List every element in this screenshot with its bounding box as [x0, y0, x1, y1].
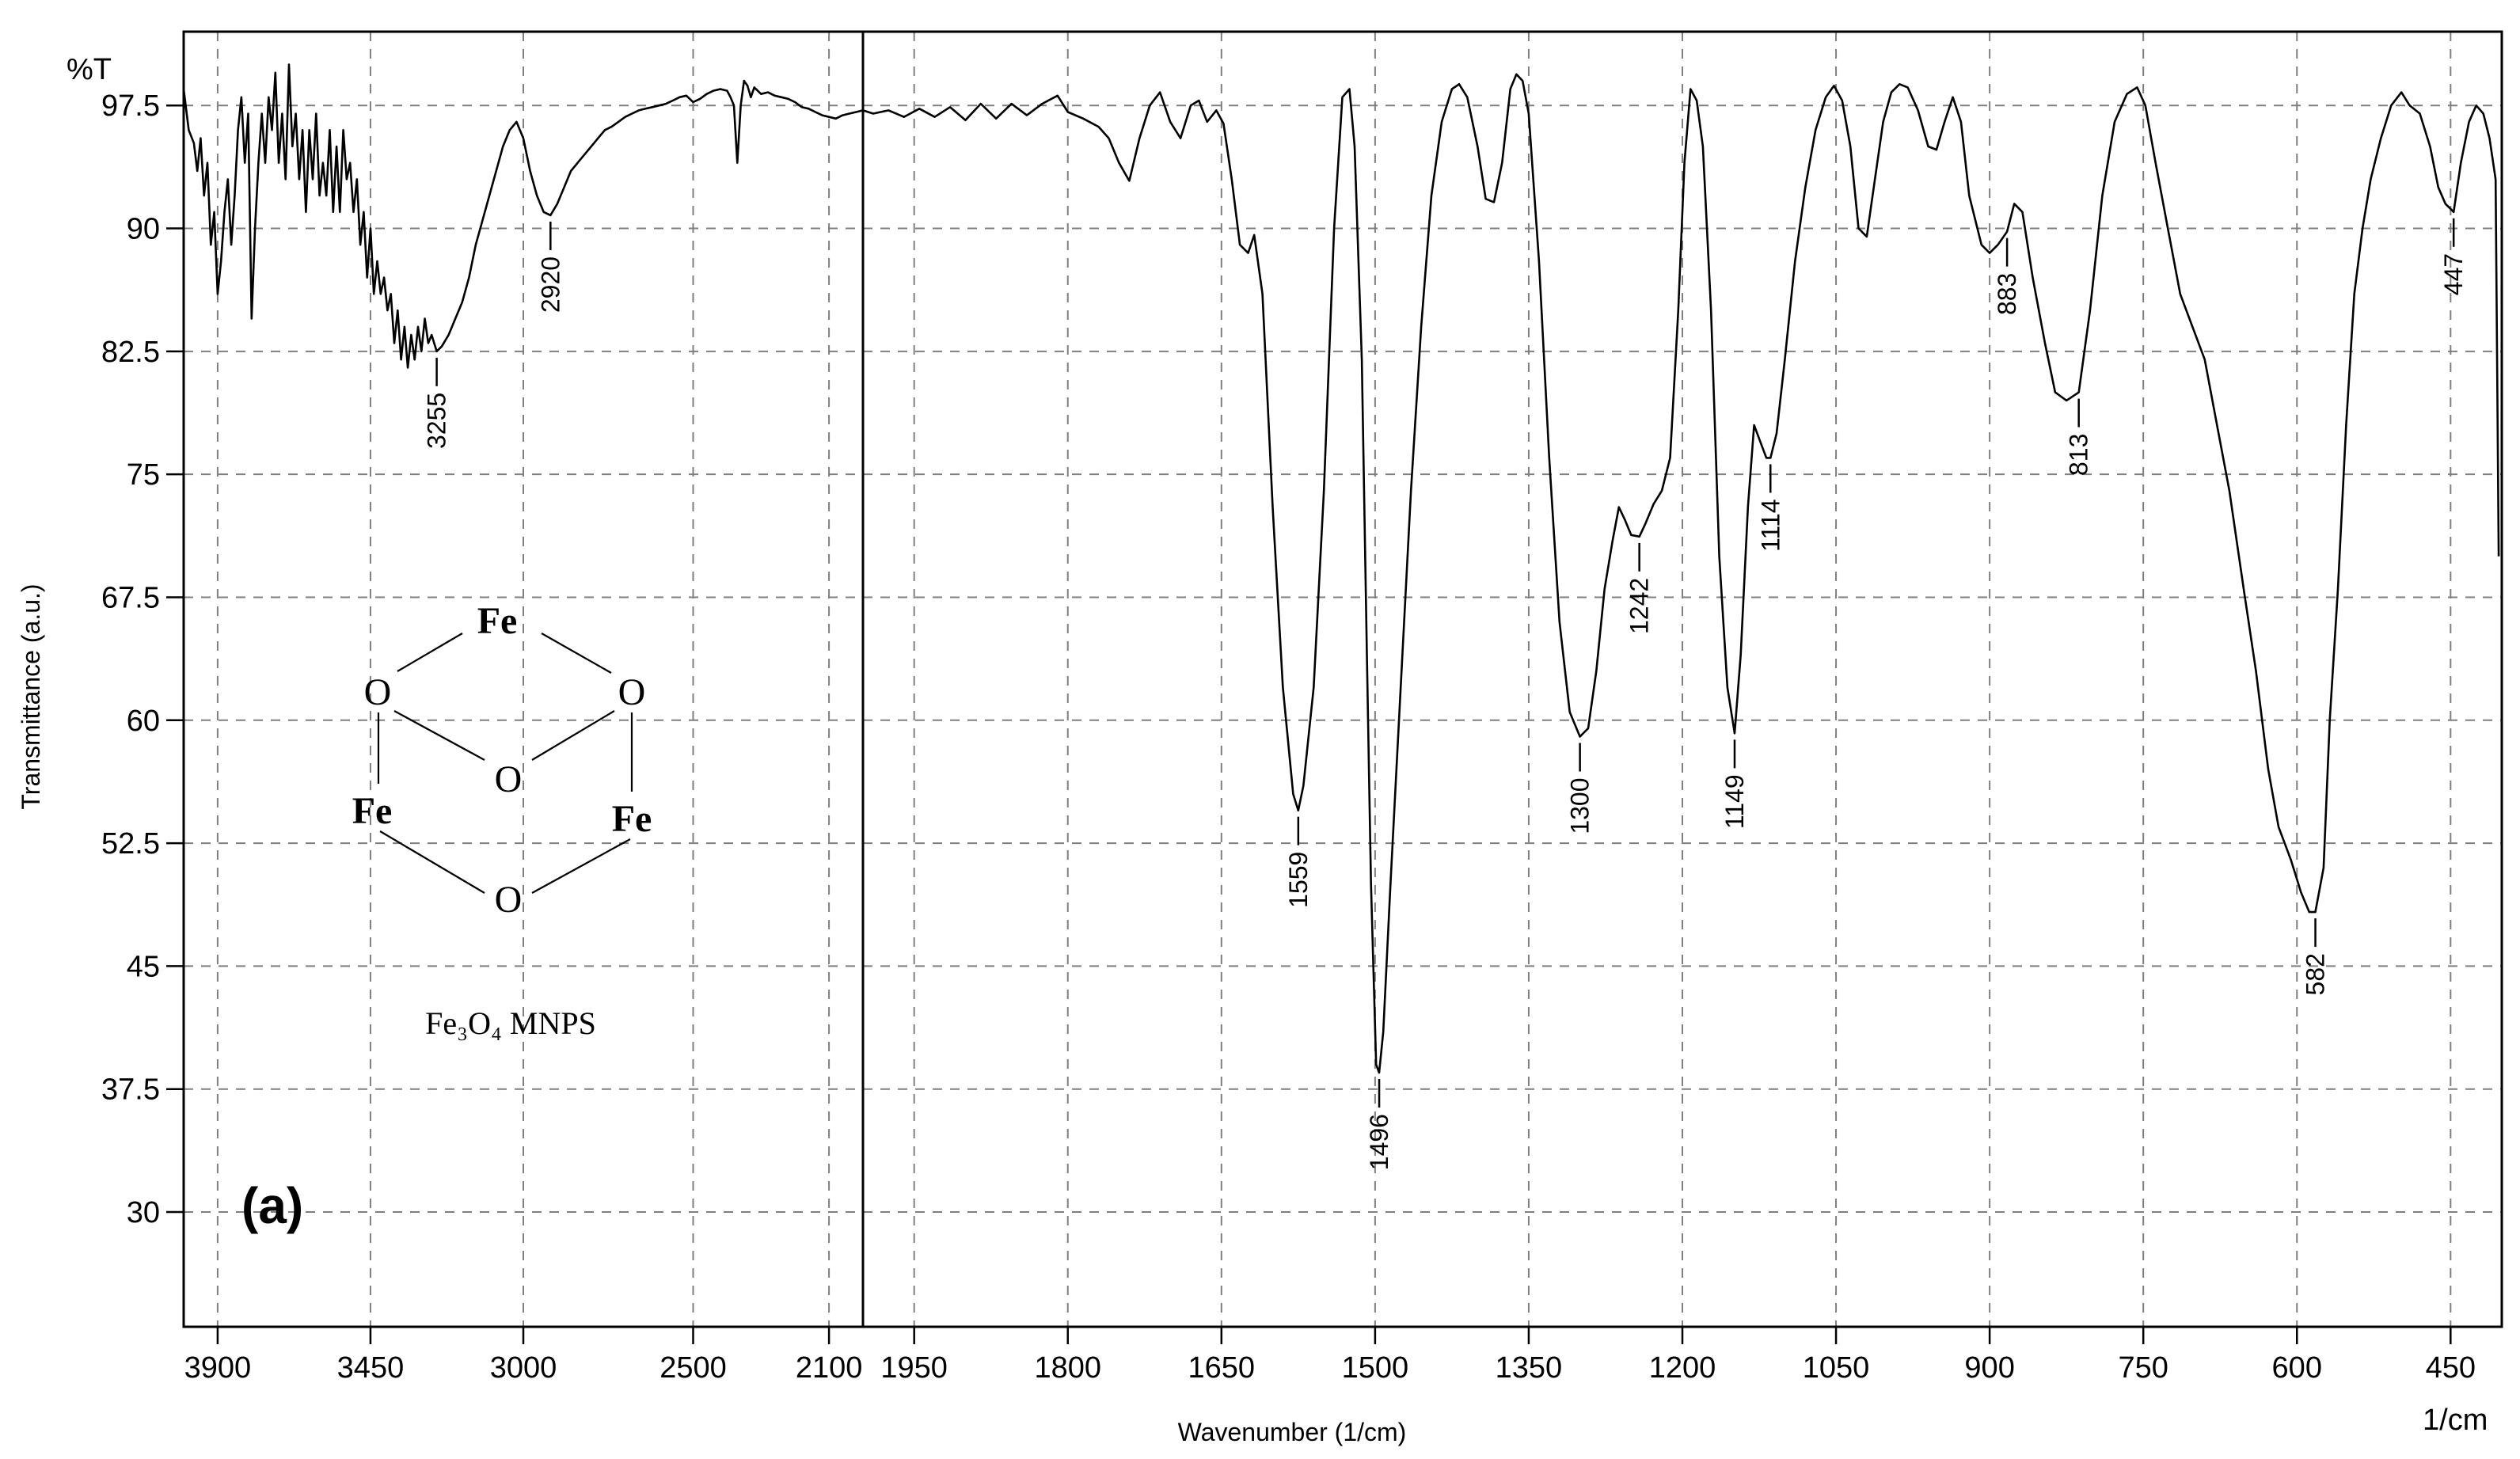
peak-label: 1242	[1625, 578, 1654, 634]
y-tick-label: 30	[127, 1196, 160, 1229]
x-tick-label: 1500	[1342, 1351, 1409, 1385]
panel-label: (a)	[241, 1177, 303, 1234]
y-tick-label: 60	[127, 705, 160, 738]
x-tick-label: 450	[2426, 1351, 2476, 1385]
peak-label: 582	[2301, 953, 2330, 995]
x-tick-label: 1800	[1034, 1351, 1101, 1385]
x-tick-label: 1650	[1188, 1351, 1256, 1385]
x-tick-label: 2500	[659, 1351, 727, 1385]
peak-label: 3255	[423, 393, 451, 449]
atom-o-right: O	[618, 671, 646, 713]
x-tick-label: 1950	[880, 1351, 948, 1385]
y-tick-label: 90	[127, 213, 160, 246]
x-tick-label: 3000	[490, 1351, 557, 1385]
peak-label: 1114	[1756, 499, 1785, 551]
atom-o-left: O	[364, 671, 392, 713]
bond	[397, 633, 463, 672]
spectrum-series	[182, 63, 2500, 1074]
x-tick-label: 2100	[796, 1351, 863, 1385]
y-tick-label: 67.5	[101, 581, 160, 614]
x-tick-label: 1200	[1649, 1351, 1716, 1385]
x-tick-label: 1350	[1496, 1351, 1563, 1385]
peak-label: 1496	[1365, 1114, 1393, 1170]
y-axis-label: Transmittance (a.u.)	[17, 583, 45, 809]
x-tick-label: 3900	[184, 1351, 252, 1385]
peak-label: 2920	[536, 256, 564, 313]
x-tick-label: 1050	[1803, 1351, 1870, 1385]
x-tick-label: 750	[2118, 1351, 2168, 1385]
atom-fe-top: Fe	[477, 600, 518, 642]
fe3o4-structure: Fe O O O Fe Fe O Fe₃O₄ MNPS	[352, 600, 652, 1041]
bond	[393, 710, 485, 761]
atom-fe-left: Fe	[352, 790, 393, 832]
bond	[379, 830, 485, 894]
y-axis-unit: %T	[67, 53, 112, 86]
peak-label: 883	[1993, 273, 2021, 315]
bond	[531, 838, 631, 894]
atom-o-bottom: O	[495, 879, 523, 921]
y-tick-label: 52.5	[101, 827, 160, 861]
y-tick-label: 37.5	[101, 1073, 160, 1107]
y-tick-label: 75	[127, 458, 160, 492]
structure-caption: Fe₃O₄ MNPS	[425, 1005, 596, 1041]
bond	[531, 710, 615, 761]
peak-label: 1559	[1284, 852, 1313, 908]
x-tick-label: 600	[2272, 1351, 2322, 1385]
bond	[541, 633, 612, 674]
x-tick-label: 3450	[337, 1351, 405, 1385]
grid-lines	[184, 32, 2502, 1327]
peak-annotations: 3255 2920 1559 1496 1300 1242 1149 1114 883 813 58…	[423, 218, 2468, 1170]
spectrum-line	[182, 63, 2500, 1074]
y-tick-label: 82.5	[101, 336, 160, 369]
axis-ticks: 30 37.5 45 52.5 60 67.5 75 82.5 90 97.5 3900 3450 30…	[101, 89, 2476, 1385]
x-axis-unit: 1/cm	[2423, 1404, 2488, 1437]
peak-label: 1300	[1566, 777, 1594, 834]
peak-label: 447	[2439, 253, 2468, 295]
plot-frame	[182, 30, 2503, 1328]
x-axis-label: Wavenumber (1/cm)	[1178, 1418, 1407, 1446]
x-tick-label: 900	[1964, 1351, 2014, 1385]
y-tick-label: 45	[127, 950, 160, 983]
y-tick-label: 97.5	[101, 89, 160, 123]
atom-fe-right: Fe	[612, 798, 652, 840]
peak-label: 1149	[1720, 774, 1749, 829]
atom-o-center: O	[495, 758, 523, 800]
peak-label: 813	[2065, 434, 2093, 476]
